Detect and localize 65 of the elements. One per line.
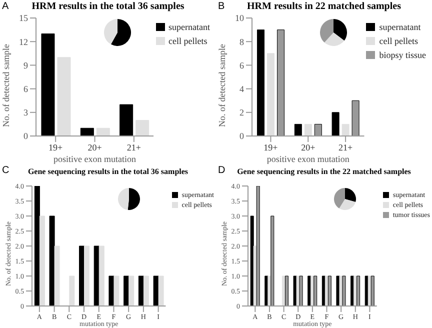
- legend-label: supernatant: [379, 22, 421, 32]
- bar: [41, 33, 55, 136]
- legend-label: cell pellets: [168, 36, 208, 46]
- y-tick-label: 12: [19, 36, 28, 47]
- bar: [120, 104, 134, 136]
- bar: [304, 124, 312, 136]
- bar: [69, 276, 75, 306]
- text: D: [218, 165, 226, 176]
- bar: [34, 186, 40, 306]
- text: A: [2, 1, 9, 12]
- chart-title: Gene sequencing results in the 22 matched samples: [237, 167, 411, 176]
- bar: [143, 276, 149, 306]
- bar: [342, 124, 350, 136]
- legend-label: biopsy tissue: [379, 50, 426, 60]
- bar: [94, 246, 100, 306]
- y-tick-label: 0: [240, 131, 244, 142]
- x-tick-label: 20+: [88, 142, 102, 152]
- x-axis-title: positive exon mutation: [54, 154, 136, 164]
- y-tick-label: 6: [24, 84, 28, 94]
- bar: [128, 276, 134, 306]
- bar: [108, 276, 114, 306]
- bar: [158, 276, 164, 306]
- bar: [79, 246, 85, 306]
- bar: [256, 30, 264, 136]
- bar: [57, 57, 71, 136]
- bar: [54, 246, 60, 306]
- bar: [39, 216, 45, 306]
- bar: [136, 120, 150, 136]
- legend-label: cell pellets: [379, 36, 418, 46]
- x-axis-title: positive exon mutation: [266, 154, 350, 164]
- chart-title: HRM results in the total 36 samples: [32, 1, 184, 12]
- text: C: [2, 165, 10, 176]
- legend-label: supernatant: [168, 22, 210, 32]
- bar: [96, 128, 110, 136]
- x-tick-label: 19+: [48, 142, 63, 152]
- bar: [114, 276, 120, 306]
- y-tick-label: 4: [240, 84, 244, 94]
- x-tick-label: 20+: [301, 142, 316, 152]
- y-tick-label: 10: [235, 13, 244, 24]
- bar: [250, 216, 254, 306]
- y-tick-label: 3: [24, 108, 28, 118]
- y-tick-label: 8: [240, 36, 244, 47]
- y-tick-label: 2: [240, 108, 244, 118]
- chart-title: HRM results in 22 matched samples: [247, 1, 401, 12]
- bar: [153, 276, 159, 306]
- x-tick-label: 21+: [126, 142, 141, 152]
- y-axis-title: No. of detected sample: [217, 44, 228, 127]
- chart-title: Gene sequencing results in the total 36 samples: [28, 167, 188, 176]
- bar: [80, 128, 94, 136]
- bar: [84, 246, 90, 306]
- y-tick-label: 15: [19, 13, 28, 24]
- bar: [124, 276, 130, 306]
- bar: [138, 276, 144, 306]
- y-tick-label: 9: [24, 60, 28, 70]
- x-tick-label: 21+: [338, 142, 353, 152]
- bar: [98, 246, 104, 306]
- y-tick-label: 0: [24, 131, 28, 142]
- bar: [266, 53, 274, 136]
- text: B: [218, 1, 225, 12]
- y-axis-title: No. of detected sample: [1, 44, 12, 127]
- x-tick-label: 19+: [264, 142, 278, 152]
- bar: [49, 216, 55, 306]
- y-tick-label: 6: [240, 60, 244, 70]
- bar: [332, 112, 340, 136]
- bar: [294, 124, 302, 136]
